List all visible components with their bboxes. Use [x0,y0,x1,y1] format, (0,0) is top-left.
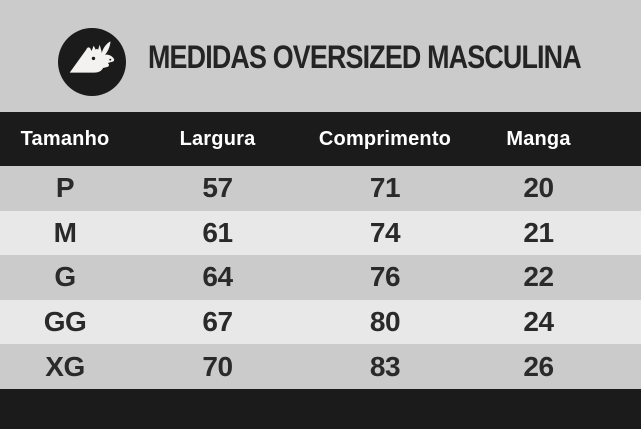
brand-logo [58,28,126,96]
cell-comprimento: 71 [369,172,401,204]
cell-size: G [54,261,76,293]
brand-header: MEDIDAS OVERSIZED MASCULINA [0,0,641,112]
cell-largura: 57 [202,172,233,204]
cell-size: M [53,216,77,248]
cell-comprimento: 74 [369,216,401,248]
cell-comprimento: 76 [369,261,401,293]
column-header-comprimento: Comprimento [318,127,452,150]
column-header-manga: Manga [506,127,571,150]
column-header-tamanho: Tamanho [20,127,110,150]
rhino-icon [58,28,126,96]
column-header-largura: Largura [179,127,256,150]
table-row-xg: XG 70 83 26 [0,344,641,389]
cell-largura: 64 [202,261,233,293]
cell-manga: 21 [523,216,554,248]
cell-size: XG [45,350,85,382]
cell-manga: 26 [523,350,554,382]
cell-comprimento: 83 [369,350,401,382]
cell-manga: 20 [523,172,554,204]
page-title: MEDIDAS OVERSIZED MASCULINA [148,39,582,75]
cell-manga: 24 [523,306,554,338]
table-row-gg: GG 67 80 24 [0,299,641,345]
cell-size: P [55,172,75,204]
cell-largura: 67 [202,306,233,338]
cell-largura: 61 [202,216,233,248]
cell-size: GG [43,306,87,338]
table-row-p: P 57 71 20 [0,166,641,211]
cell-largura: 70 [202,350,233,382]
table-row-m: M 61 74 21 [0,210,641,256]
table-header-row: Tamanho Largura Comprimento Manga [0,112,641,166]
cell-manga: 22 [523,261,554,293]
cell-comprimento: 80 [369,306,401,338]
bottom-bar [0,388,641,429]
table-row-g: G 64 76 22 [0,255,641,300]
